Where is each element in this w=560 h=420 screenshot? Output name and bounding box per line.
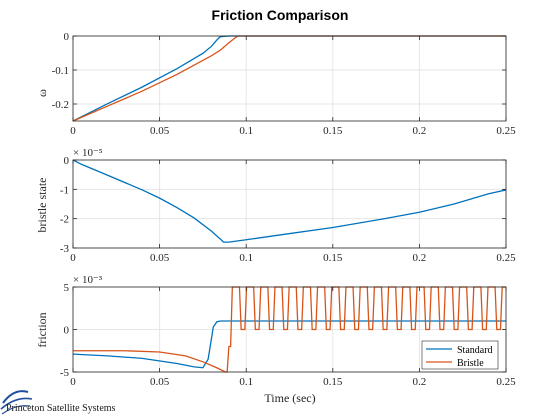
y-tick-label: 0 bbox=[64, 155, 70, 167]
x-tick-label: 0.05 bbox=[150, 125, 170, 137]
subplot-omega: 0 0.05 0.1 0.15 0.2 0.25 -0.2 -0.1 0 ω bbox=[35, 31, 516, 137]
x-tick-label: 0.05 bbox=[150, 252, 170, 264]
series-line-bristle-series-1 bbox=[73, 159, 506, 243]
exponent-friction: × 10⁻³ bbox=[73, 274, 103, 286]
series-line-omega-series-1 bbox=[73, 35, 506, 122]
x-tick-label: 0 bbox=[70, 252, 76, 264]
satellite-logo-icon bbox=[0, 390, 33, 415]
legend-label-standard: Standard bbox=[457, 345, 493, 356]
x-tick-label: 0.2 bbox=[413, 252, 427, 264]
logo: Princeton Satellite Systems bbox=[0, 390, 116, 415]
subplot-friction: 0 0.05 0.1 0.15 0.2 0.25-505 × 10⁻³ friction … bbox=[35, 274, 516, 388]
x-tick-label: 0.1 bbox=[239, 125, 253, 137]
x-tick-label: 0 bbox=[70, 376, 76, 388]
x-tick-label: 0.25 bbox=[496, 125, 516, 137]
legend: Standard Bristle bbox=[421, 340, 499, 370]
y-tick-label: 5 bbox=[64, 282, 70, 294]
y-tick-label: -0.1 bbox=[52, 65, 69, 77]
x-tick-label: 0.1 bbox=[239, 376, 253, 388]
figure-title: Friction Comparison bbox=[212, 7, 349, 23]
x-tick-label: 0.2 bbox=[413, 125, 427, 137]
exponent-bristle: × 10⁻⁵ bbox=[73, 147, 103, 159]
y-tick-label: -1 bbox=[60, 184, 69, 196]
axes-frame-omega bbox=[72, 35, 507, 122]
x-tick-label: 0.15 bbox=[323, 376, 343, 388]
x-tick-label: 0.15 bbox=[323, 252, 343, 264]
xlabel: Time (sec) bbox=[264, 391, 315, 405]
series-line-friction-standard bbox=[73, 320, 506, 369]
y-tick-label: -2 bbox=[60, 214, 69, 226]
logo-text: Princeton Satellite Systems bbox=[6, 403, 116, 414]
legend-box bbox=[421, 340, 499, 370]
x-tick-label: 0.1 bbox=[239, 252, 253, 264]
ylabel-omega: ω bbox=[35, 89, 49, 97]
x-tick-label: 0.15 bbox=[323, 125, 343, 137]
y-tick-label: -3 bbox=[60, 243, 70, 255]
y-tick-label: -5 bbox=[60, 367, 70, 379]
x-tick-label: 0.25 bbox=[496, 252, 516, 264]
y-tick-label: -0.2 bbox=[52, 99, 69, 111]
y-tick-label: 0 bbox=[64, 325, 70, 337]
legend-label-bristle: Bristle bbox=[457, 358, 484, 369]
series-line-omega-series-2 bbox=[73, 35, 506, 122]
x-tick-label: 0.25 bbox=[496, 376, 516, 388]
axes-frame-bristle bbox=[72, 159, 507, 249]
x-tick-label: 0 bbox=[70, 125, 76, 137]
x-tick-label: 0.2 bbox=[413, 376, 427, 388]
ylabel-bristle: bristle state bbox=[35, 178, 49, 233]
x-tick-label: 0.05 bbox=[150, 376, 170, 388]
subplot-bristle: 0 0.05 0.1 0.15 0.2 0.25 -3 -2 -1 0 × 10⁻⁵ bristl… bbox=[35, 147, 516, 264]
y-tick-label: 0 bbox=[64, 31, 70, 43]
ylabel-friction: friction bbox=[35, 312, 49, 347]
